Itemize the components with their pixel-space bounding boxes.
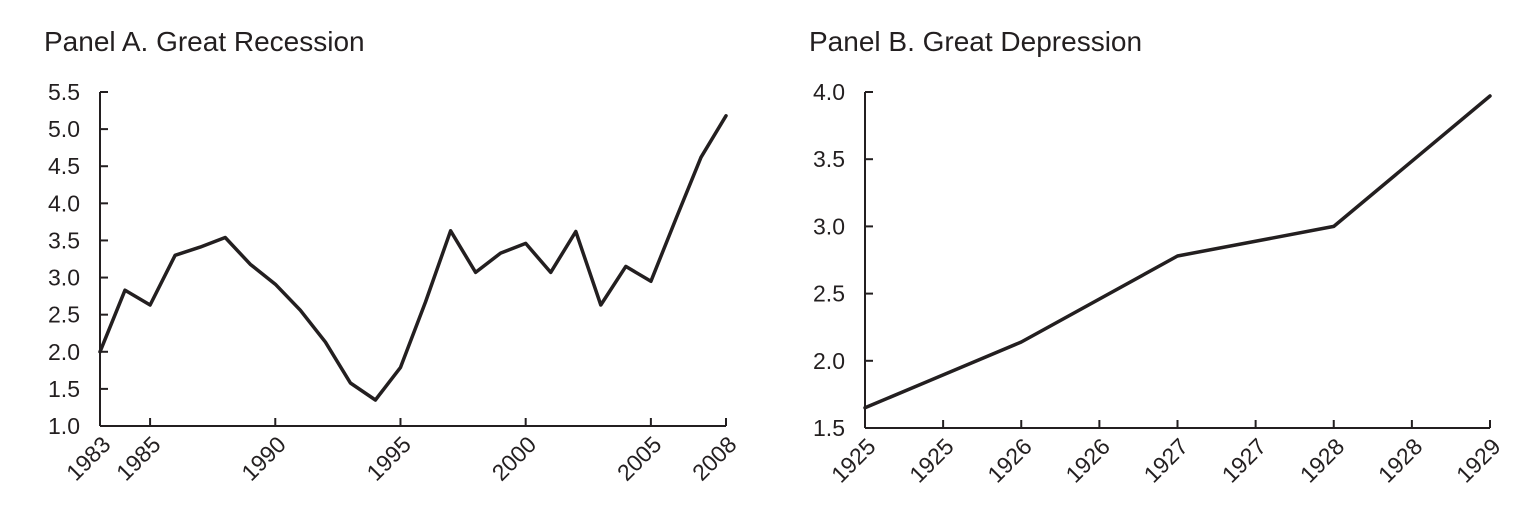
x-tick-label-a: 1990 [236, 431, 291, 486]
y-tick-label-a: 5.5 [48, 79, 80, 105]
panel-b-title: Panel B. Great Depression [809, 26, 1143, 57]
y-tick-label-a: 4.0 [48, 190, 80, 216]
y-tick-label-b: 4.0 [813, 79, 845, 105]
y-tick-label-b: 3.0 [813, 213, 845, 239]
y-tick-label-b: 2.5 [813, 281, 845, 307]
y-tick-label-a: 1.0 [48, 413, 80, 439]
y-tick-label-a: 3.0 [48, 265, 80, 291]
y-tick-label-b: 2.0 [813, 348, 845, 374]
y-tick-label-a: 3.5 [48, 227, 80, 253]
x-tick-label-a: 2008 [687, 431, 742, 486]
x-tick-label-b: 1928 [1295, 433, 1350, 488]
x-tick-label-b: 1927 [1217, 433, 1272, 488]
y-tick-label-b: 3.5 [813, 146, 845, 172]
y-tick-label-a: 2.0 [48, 339, 80, 365]
x-tick-label-b: 1926 [982, 433, 1037, 488]
x-tick-label-b: 1927 [1138, 433, 1193, 488]
x-tick-label-b: 1928 [1373, 433, 1428, 488]
y-tick-label-a: 1.5 [48, 376, 80, 402]
x-tick-label-b: 1925 [904, 433, 959, 488]
panel-b-chart: 1.5 2.0 2.5 3.0 3.5 4.0 1925 1925 1926 1926 1927 19… [813, 79, 1506, 488]
x-tick-label-a: 2000 [487, 431, 542, 486]
x-tick-label-a: 1985 [111, 431, 166, 486]
panel-a-title: Panel A. Great Recession [44, 26, 365, 57]
x-tick-label-a: 1983 [61, 431, 116, 486]
x-tick-label-a: 2005 [612, 431, 667, 486]
series-line-b [863, 94, 1492, 410]
x-tick-label-b: 1929 [1451, 433, 1506, 488]
x-tick-label-b: 1926 [1060, 433, 1115, 488]
x-tick-label-a: 1995 [361, 431, 416, 486]
x-tick-label-b: 1925 [826, 433, 881, 488]
series-line-a [98, 114, 728, 402]
y-tick-label-a: 5.0 [48, 116, 80, 142]
y-tick-label-b: 1.5 [813, 415, 845, 441]
y-tick-label-a: 2.5 [48, 302, 80, 328]
y-tick-label-a: 4.5 [48, 153, 80, 179]
